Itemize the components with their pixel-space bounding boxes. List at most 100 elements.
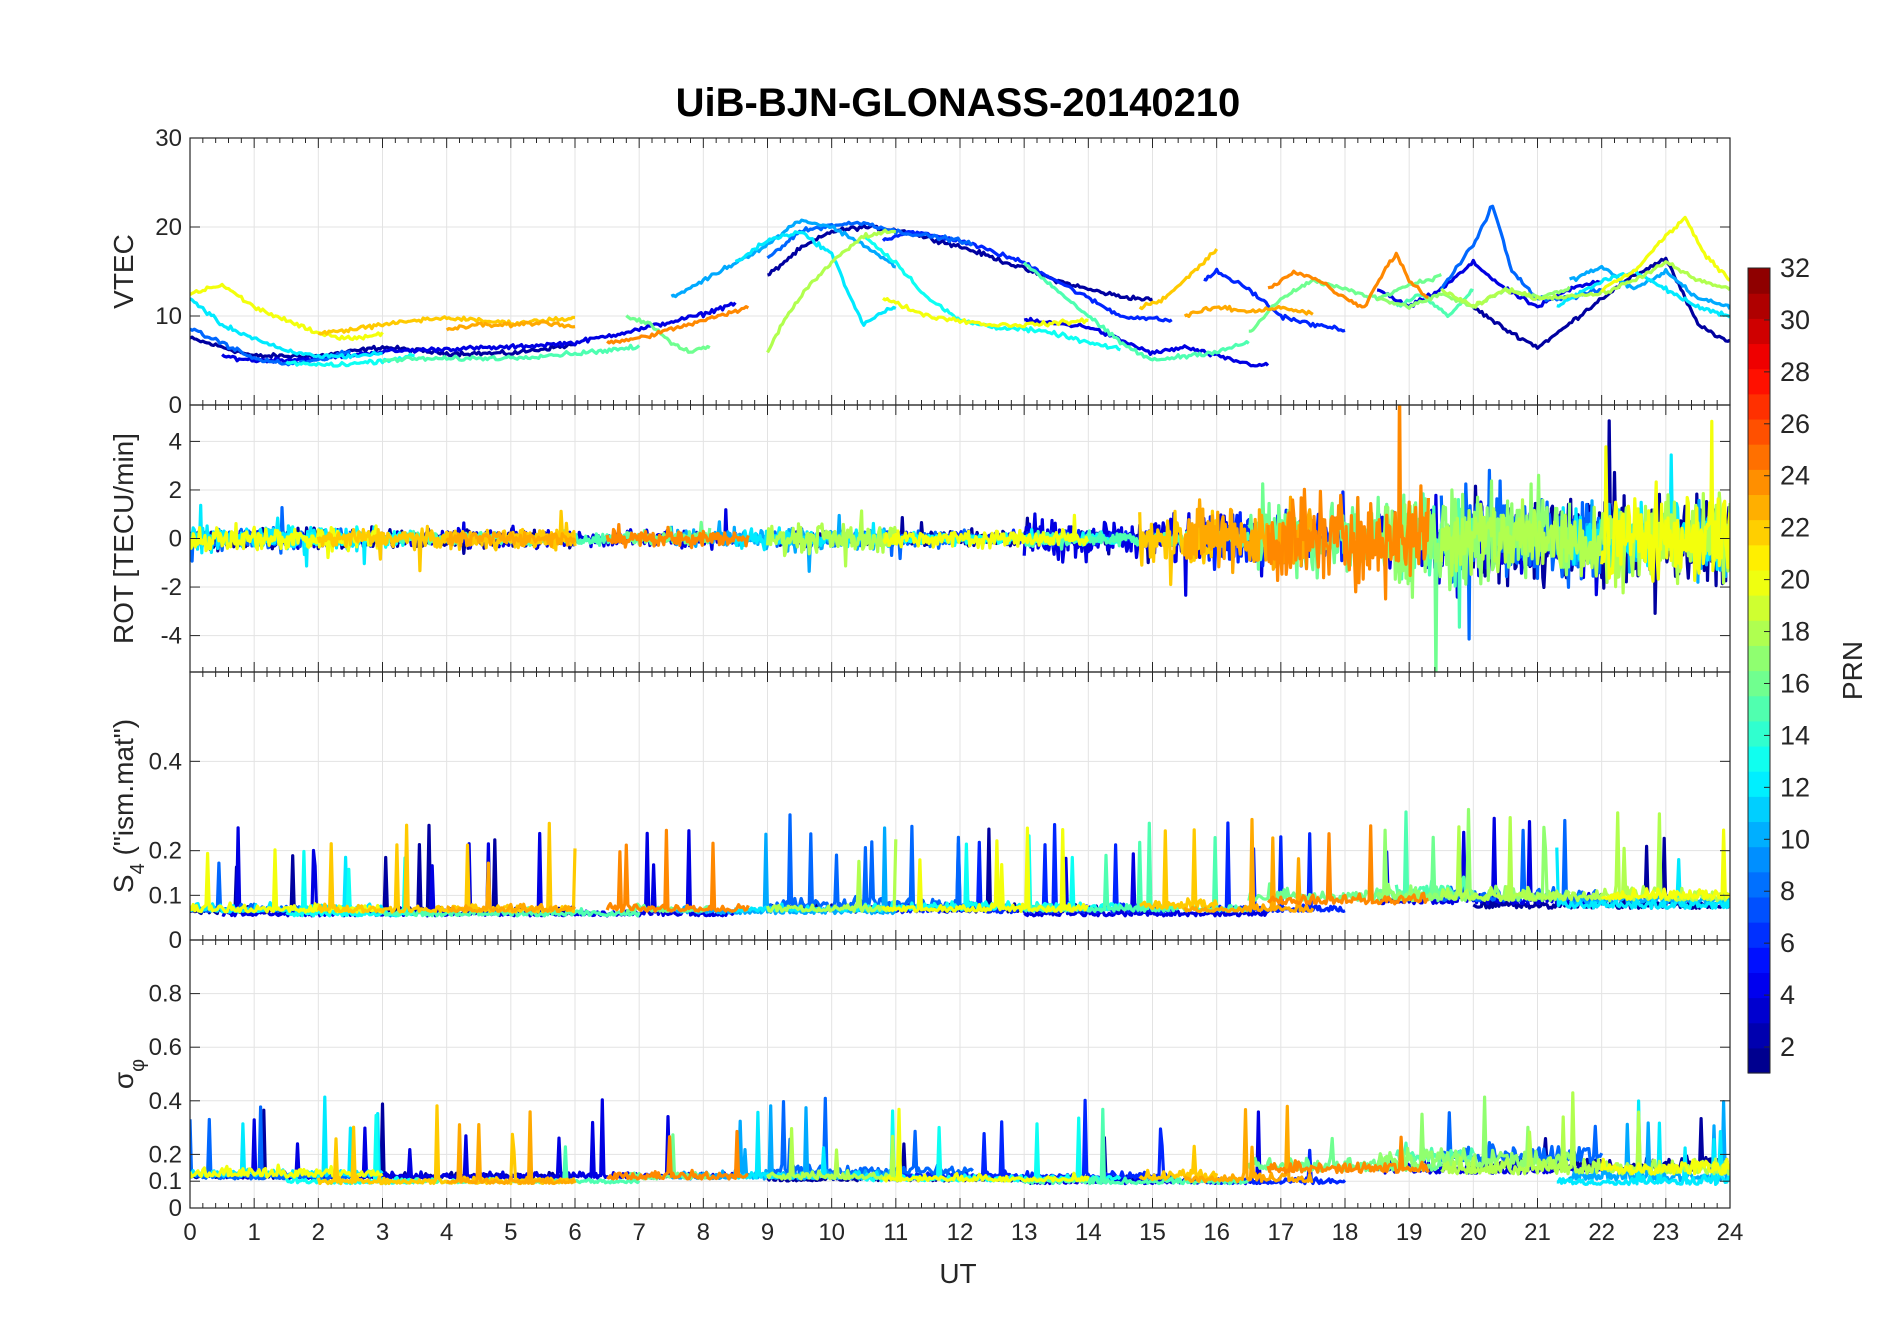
series-line-prn-24-s4-0 bbox=[605, 828, 750, 913]
series-line-prn-24-sigma_phi-0 bbox=[606, 1129, 749, 1181]
colorbar-tick-label: 26 bbox=[1780, 409, 1810, 439]
colorbar-swatch bbox=[1748, 972, 1770, 999]
series-line-prn-20-rot-1 bbox=[882, 513, 1090, 550]
colorbar-tick-label: 16 bbox=[1780, 668, 1810, 698]
x-tick-label: 14 bbox=[1075, 1219, 1102, 1246]
series-line-prn-23-sigma_phi-0 bbox=[446, 1110, 577, 1186]
colorbar-swatch bbox=[1748, 268, 1770, 294]
y-tick-label: -4 bbox=[161, 623, 182, 650]
series-line-prn-24-vtec-0 bbox=[606, 305, 750, 345]
x-tick-label: 23 bbox=[1652, 1219, 1679, 1246]
x-tick-label: 8 bbox=[697, 1219, 710, 1246]
panel-rot-ylabel: ROT [TECU/min] bbox=[108, 433, 139, 644]
colorbar-swatch bbox=[1748, 418, 1770, 445]
series-line-prn-12-s4-2 bbox=[1555, 847, 1730, 910]
series-line-prn-18-sigma_phi-0 bbox=[766, 1127, 897, 1181]
series-line-prn-15-vtec-2 bbox=[1395, 288, 1474, 318]
colorbar-swatch bbox=[1748, 368, 1770, 395]
panel-vtec-ylabel: VTEC bbox=[108, 234, 139, 309]
x-tick-label: 24 bbox=[1717, 1219, 1744, 1246]
colorbar-swatch bbox=[1748, 896, 1770, 923]
x-tick-label: 1 bbox=[247, 1219, 260, 1246]
colorbar-tick-label: 30 bbox=[1780, 305, 1810, 335]
y-tick-label: 0.2 bbox=[149, 1141, 182, 1168]
colorbar-swatch bbox=[1748, 544, 1770, 571]
y-tick-label: 0 bbox=[169, 927, 182, 954]
series-line-prn-2-rot-2 bbox=[1471, 419, 1730, 615]
panel-s4-ylabel: S4 ("ism.mat") bbox=[108, 719, 149, 893]
colorbar-swatch bbox=[1748, 1047, 1770, 1074]
x-tick-label: 11 bbox=[883, 1219, 908, 1246]
colorbar-tick-label: 12 bbox=[1780, 772, 1810, 802]
series-line-prn-20-s4-2 bbox=[1600, 828, 1730, 901]
y-tick-label: 0.2 bbox=[149, 838, 182, 865]
series-line-prn-20-vtec-1 bbox=[882, 297, 1089, 329]
y-tick-label: 0.8 bbox=[149, 981, 182, 1008]
colorbar-tick-label: 28 bbox=[1780, 357, 1810, 387]
x-tick-label: 22 bbox=[1588, 1219, 1615, 1246]
colorbar-tick-label: 20 bbox=[1780, 565, 1810, 595]
y-tick-label: 0.6 bbox=[149, 1034, 182, 1061]
y-tick-label: 30 bbox=[155, 125, 182, 152]
x-tick-label: 18 bbox=[1332, 1219, 1359, 1246]
colorbar-tick-label: 4 bbox=[1780, 980, 1795, 1010]
panel-sigma_phi-ylabel: σφ bbox=[108, 1059, 149, 1089]
series-line-prn-22-vtec-0 bbox=[317, 315, 576, 336]
series-line-prn-4-vtec-0 bbox=[221, 301, 737, 364]
colorbar-swatch bbox=[1748, 393, 1770, 420]
series-line-prn-12-vtec-1 bbox=[734, 230, 897, 327]
series-line-prn-15-s4-1 bbox=[381, 906, 641, 918]
panel-s4-ticks bbox=[189, 672, 1731, 941]
y-tick-label: 10 bbox=[155, 303, 182, 330]
colorbar-label: PRN bbox=[1837, 641, 1868, 700]
series-line-prn-18-s4-0 bbox=[765, 839, 898, 913]
x-tick-label: 20 bbox=[1460, 1219, 1487, 1246]
panel-s4: 0 0.1 0.2 0.4S4 ("ism.mat") bbox=[108, 671, 1731, 954]
series-line-prn-23-vtec-1 bbox=[1183, 304, 1314, 318]
colorbar-swatch bbox=[1748, 620, 1770, 646]
y-tick-label: 20 bbox=[155, 214, 182, 241]
series-line-prn-20-vtec-2 bbox=[1600, 215, 1730, 293]
series-line-prn-20-sigma_phi-2 bbox=[1600, 1157, 1730, 1176]
series-line-prn-2-vtec-2 bbox=[1472, 256, 1730, 350]
series-line-prn-18-vtec-0 bbox=[766, 228, 897, 354]
series-line-prn-13-vtec-0 bbox=[863, 235, 1121, 352]
colorbar-swatch bbox=[1748, 293, 1770, 319]
colorbar-swatch bbox=[1748, 519, 1770, 546]
colorbar-swatch bbox=[1748, 796, 1770, 823]
y-tick-label: 2 bbox=[169, 477, 182, 504]
series-line-prn-24-s4-1 bbox=[1266, 824, 1429, 906]
x-tick-label: 5 bbox=[504, 1219, 517, 1246]
y-tick-label: 0 bbox=[169, 526, 182, 553]
colorbar-swatch bbox=[1748, 997, 1770, 1024]
colorbar-swatch bbox=[1748, 595, 1770, 621]
colorbar-frame bbox=[1747, 267, 1771, 1074]
colorbar-swatch bbox=[1748, 720, 1770, 747]
colorbar-tick-label: 24 bbox=[1780, 461, 1810, 491]
x-tick-label: 2 bbox=[312, 1219, 325, 1246]
colorbar-tick-label: 2 bbox=[1780, 1032, 1795, 1062]
panel-rot-ticks bbox=[189, 405, 1731, 672]
colorbar-swatch bbox=[1748, 569, 1770, 596]
y-tick-label: 4 bbox=[169, 428, 182, 455]
colorbar-swatch bbox=[1748, 821, 1770, 848]
x-tick-label: 12 bbox=[947, 1219, 974, 1246]
colorbar-swatch bbox=[1748, 947, 1770, 973]
series-line-prn-20-sigma_phi-1 bbox=[881, 1107, 1090, 1183]
series-line-prn-18-vtec-1 bbox=[1440, 260, 1730, 309]
x-tick-label: 4 bbox=[440, 1219, 453, 1246]
series-line-prn-18-rot-0 bbox=[765, 509, 898, 568]
y-tick-label: 0 bbox=[169, 1195, 182, 1222]
y-tick-label: 0.4 bbox=[149, 748, 182, 775]
colorbar-tick-label: 10 bbox=[1780, 824, 1810, 854]
x-tick-label: 0 bbox=[183, 1219, 196, 1246]
colorbar-tick-label: 18 bbox=[1780, 617, 1810, 647]
x-tick-label: 13 bbox=[1011, 1219, 1038, 1246]
colorbar-tick-label: 14 bbox=[1780, 720, 1810, 750]
x-tick-label: 9 bbox=[761, 1219, 774, 1246]
series-line-prn-24-vtec-1 bbox=[1267, 251, 1429, 309]
series-line-prn-2-vtec-0 bbox=[190, 335, 576, 360]
panel-vtec: 0 10 20 30 VTEC bbox=[108, 125, 1731, 419]
series-line-prn-23-vtec-0 bbox=[445, 320, 576, 332]
